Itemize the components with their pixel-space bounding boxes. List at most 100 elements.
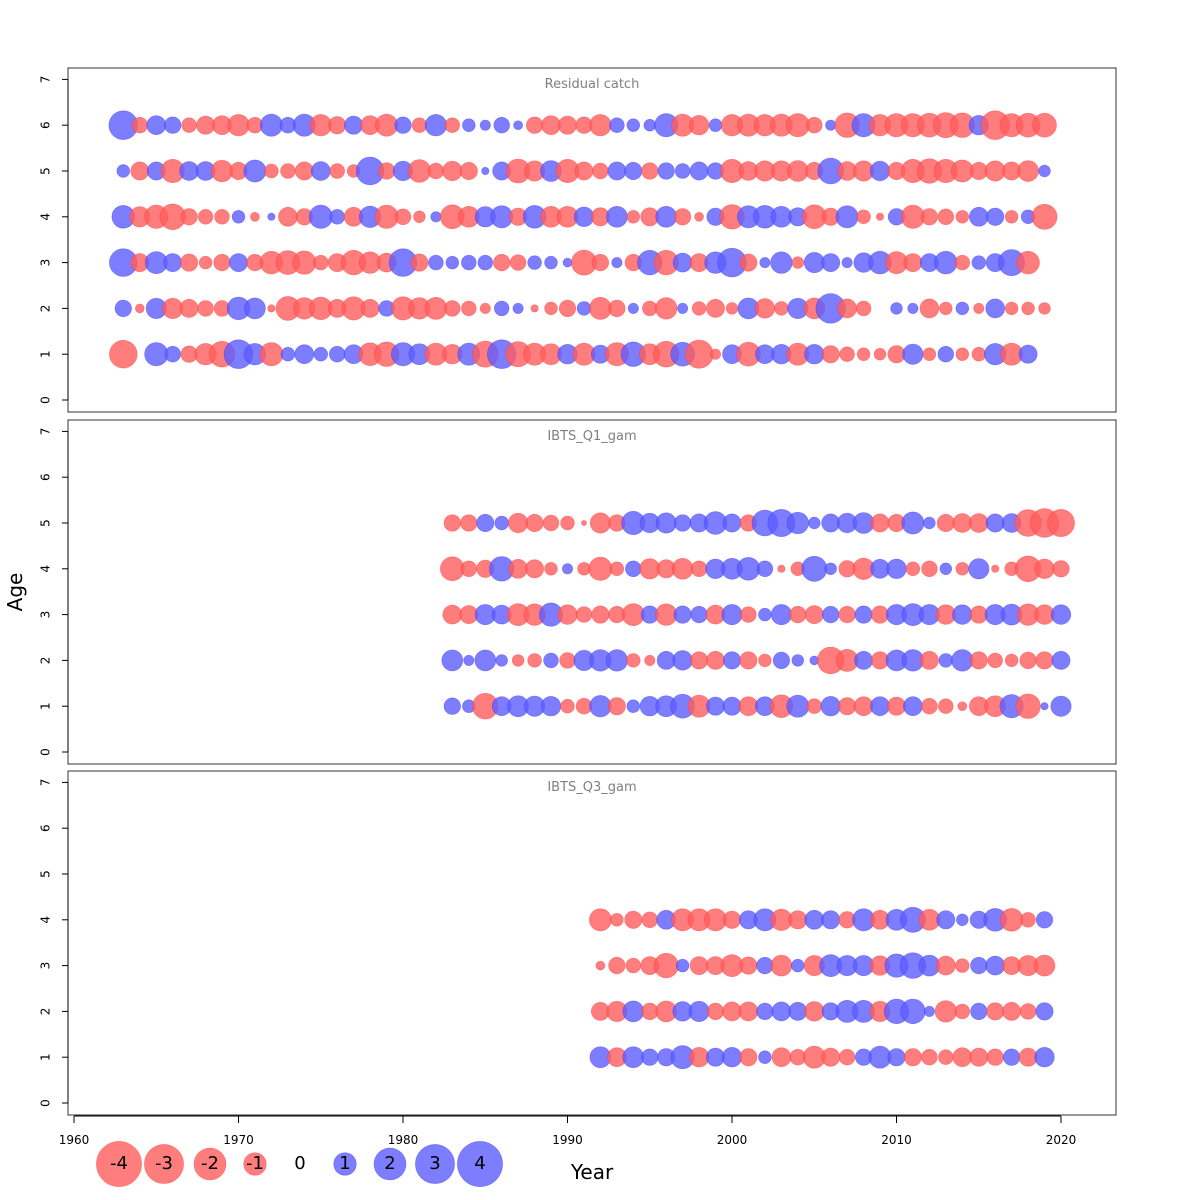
bubble	[936, 513, 955, 532]
bubble	[527, 653, 542, 668]
bubble	[968, 513, 989, 533]
bubble	[557, 604, 578, 625]
legend-bubble	[333, 1152, 357, 1176]
x-tick-label: 2010	[881, 1133, 912, 1147]
bubble	[214, 209, 230, 225]
bubble	[969, 651, 988, 670]
bubble	[179, 298, 199, 318]
bubble	[919, 298, 940, 319]
y-tick-label: 5	[39, 870, 53, 878]
bubble	[1034, 558, 1055, 579]
bubble	[561, 563, 573, 575]
bubble	[507, 512, 529, 534]
bubble	[770, 954, 793, 977]
bubble	[935, 955, 956, 976]
series-age-3	[442, 602, 1072, 627]
bubble	[791, 958, 805, 973]
bubble	[739, 1048, 758, 1067]
bubble	[197, 209, 214, 225]
bubble	[1034, 1047, 1055, 1068]
bubble	[280, 347, 296, 362]
bubble	[709, 348, 721, 360]
bubble	[887, 1048, 906, 1067]
bubble	[313, 254, 329, 271]
bubble	[278, 207, 298, 227]
bubble	[824, 562, 837, 575]
bubble	[971, 255, 986, 270]
bubble	[785, 113, 810, 138]
bubble	[985, 513, 1005, 533]
y-tick-label: 4	[39, 565, 53, 573]
bubble	[754, 298, 776, 319]
bubble	[706, 651, 725, 670]
bubble	[804, 344, 825, 365]
bubble	[923, 1005, 935, 1017]
bubble	[838, 1048, 856, 1066]
bubble	[443, 697, 461, 715]
bubble	[424, 114, 448, 137]
bubble	[1019, 651, 1037, 670]
series-age-5	[443, 508, 1075, 538]
bubble	[921, 560, 938, 577]
series-age-1	[589, 1045, 1055, 1070]
y-tick-label: 7	[39, 779, 53, 787]
bubble	[688, 1000, 710, 1022]
bubble	[428, 254, 444, 271]
bubble	[689, 956, 709, 976]
bubble	[625, 957, 641, 974]
bubble	[957, 701, 968, 712]
bubble	[544, 301, 558, 316]
bubble	[759, 257, 771, 269]
bubble	[1035, 911, 1054, 929]
bubble	[706, 1002, 725, 1021]
bubble	[196, 115, 216, 135]
panel-1: Residual catch 0 1 2 3 4 5 6 7	[39, 67, 1117, 413]
bubble	[706, 696, 725, 716]
bubble	[114, 299, 132, 318]
bubble	[509, 254, 527, 271]
bubble	[934, 1000, 957, 1023]
bubble	[461, 300, 477, 317]
bubble	[197, 300, 214, 317]
bubble	[855, 300, 872, 317]
bubble	[672, 252, 693, 273]
bubble	[558, 299, 577, 318]
bubble	[611, 257, 623, 269]
bubble	[427, 162, 445, 180]
panel-2: IBTS_Q1_gam 0 1 2 3 4 5 6 7	[39, 419, 1117, 765]
bubble	[736, 557, 761, 581]
bubble	[493, 254, 511, 272]
bubble	[329, 209, 345, 225]
bubble	[1017, 160, 1039, 182]
bubble	[952, 513, 973, 533]
bubble	[562, 257, 573, 268]
bubble	[229, 253, 248, 273]
bubble	[835, 205, 859, 229]
series-age-1	[443, 692, 1072, 720]
y-tick-label: 7	[39, 76, 53, 84]
bubble	[956, 913, 969, 926]
bubble	[955, 958, 970, 973]
bubble	[673, 514, 692, 532]
bubble	[575, 606, 593, 623]
bubble	[130, 161, 150, 181]
bubble	[688, 115, 710, 136]
bubble	[788, 910, 808, 930]
x-tick-label: 2020	[1046, 1133, 1077, 1147]
bubble	[1004, 301, 1019, 316]
bubble	[873, 348, 887, 361]
y-tick-label: 2	[39, 305, 53, 313]
series-age-6	[108, 110, 1057, 140]
bubble	[804, 605, 824, 625]
bubble	[131, 116, 149, 134]
bubble	[900, 998, 926, 1025]
bubble	[688, 1047, 710, 1068]
bubble	[820, 696, 841, 717]
series-age-2	[441, 646, 1071, 675]
bubble	[890, 302, 903, 315]
bubble	[838, 697, 857, 716]
bubble	[494, 515, 509, 531]
bubble	[689, 161, 709, 181]
y-tick-label: 0	[39, 396, 53, 404]
bubble	[622, 1046, 645, 1068]
